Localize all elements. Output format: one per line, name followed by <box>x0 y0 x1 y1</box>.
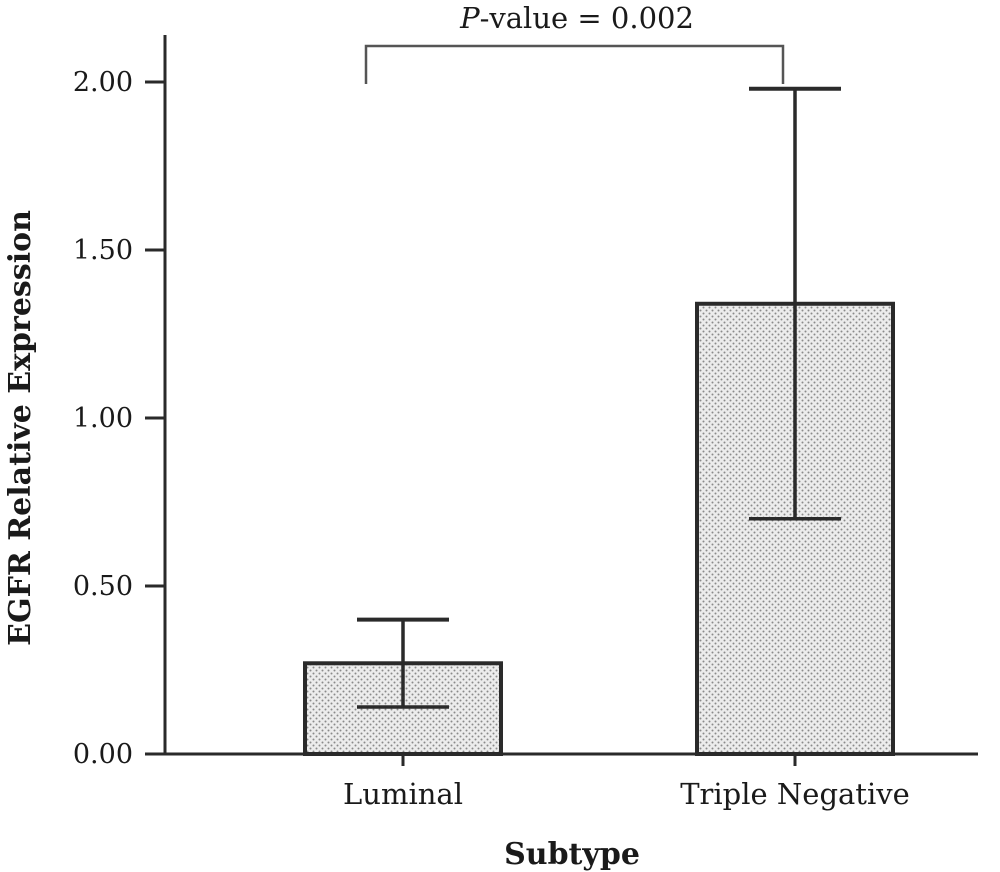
y-tick-label: 2.00 <box>73 67 133 98</box>
bars-layer <box>303 301 895 757</box>
p-value-text: -value = 0.002 <box>480 1 694 35</box>
y-tick-label: 0.50 <box>73 571 133 602</box>
x-tick-label: Triple Negative <box>680 777 910 811</box>
x-tick-label: Luminal <box>343 777 463 811</box>
y-tick-label: 1.50 <box>73 235 133 266</box>
x-ticks-layer: Luminal Triple Negative <box>343 754 910 811</box>
p-value-label: P-value = 0.002 <box>459 1 694 35</box>
y-tick-label: 1.00 <box>73 403 133 434</box>
y-tick-label: 0.00 <box>73 739 133 770</box>
y-ticks-layer: 0.00 0.50 1.00 1.50 2.00 <box>73 67 165 770</box>
x-axis-title: Subtype <box>504 837 640 872</box>
error-bars-layer <box>357 86 841 709</box>
significance-annotation: P-value = 0.002 <box>364 1 785 84</box>
significance-bracket <box>364 44 785 84</box>
y-axis-title: EGFR Relative Expression <box>3 210 38 646</box>
p-value-prefix: P <box>459 1 480 35</box>
